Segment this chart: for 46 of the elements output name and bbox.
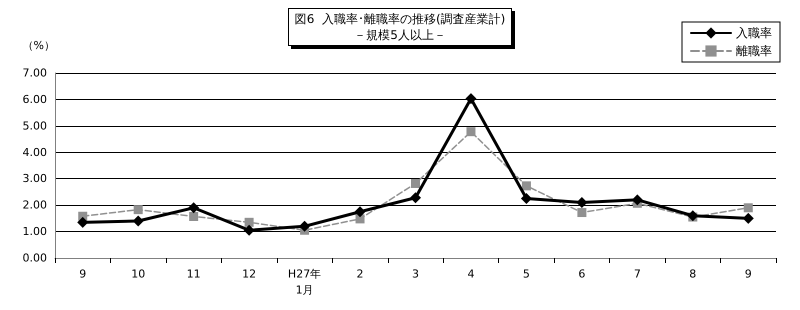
y-tick-label: 0.00 <box>22 252 47 264</box>
point <box>134 205 143 214</box>
legend-label: 離職率 <box>736 44 772 58</box>
point <box>354 206 366 218</box>
y-tick-label: 4.00 <box>22 146 47 159</box>
point <box>744 203 753 212</box>
x-tick-label: H27年 1月 <box>288 268 322 296</box>
x-tick-label: 4 <box>467 268 474 280</box>
point <box>522 181 531 190</box>
x-tick-label: 11 <box>186 268 201 280</box>
x-tick-label: 3 <box>412 268 419 280</box>
y-tick-label: 7.00 <box>22 66 47 80</box>
x-tick-label: 2 <box>356 268 364 280</box>
point <box>188 202 200 214</box>
x-tick-label: 7 <box>634 268 641 280</box>
point <box>520 193 532 204</box>
point <box>742 212 754 224</box>
y-axis-title: （%） <box>22 39 55 52</box>
point <box>244 218 254 227</box>
point <box>465 93 476 104</box>
point <box>356 214 365 224</box>
point <box>687 210 698 222</box>
x-tick-label: 12 <box>242 268 256 280</box>
point <box>77 216 88 228</box>
chart-title: 図6 入職率･離職率の推移(調査産業計) －規模5人以上－ <box>294 12 506 42</box>
legend-label: 入職率 <box>736 26 772 40</box>
point <box>132 216 144 226</box>
point <box>466 127 476 136</box>
y-tick-label: 2.00 <box>22 198 47 212</box>
x-tick-label: 8 <box>689 268 696 280</box>
point <box>299 220 310 232</box>
x-tick-label: 6 <box>578 268 586 280</box>
y-tick-label: 5.00 <box>22 119 47 132</box>
y-tick-label: 3.00 <box>22 172 47 186</box>
x-tick-label: 10 <box>131 268 146 280</box>
x-tick-label: 5 <box>522 268 530 280</box>
point <box>189 212 198 222</box>
x-tick-label: 9 <box>79 268 86 280</box>
point <box>576 197 588 208</box>
y-tick-label: 1.00 <box>22 225 47 238</box>
point <box>632 194 643 206</box>
y-tick-label: 6.00 <box>22 92 47 106</box>
x-tick-label: 9 <box>744 268 752 280</box>
point <box>411 178 420 188</box>
point <box>410 192 421 204</box>
point <box>577 208 586 218</box>
